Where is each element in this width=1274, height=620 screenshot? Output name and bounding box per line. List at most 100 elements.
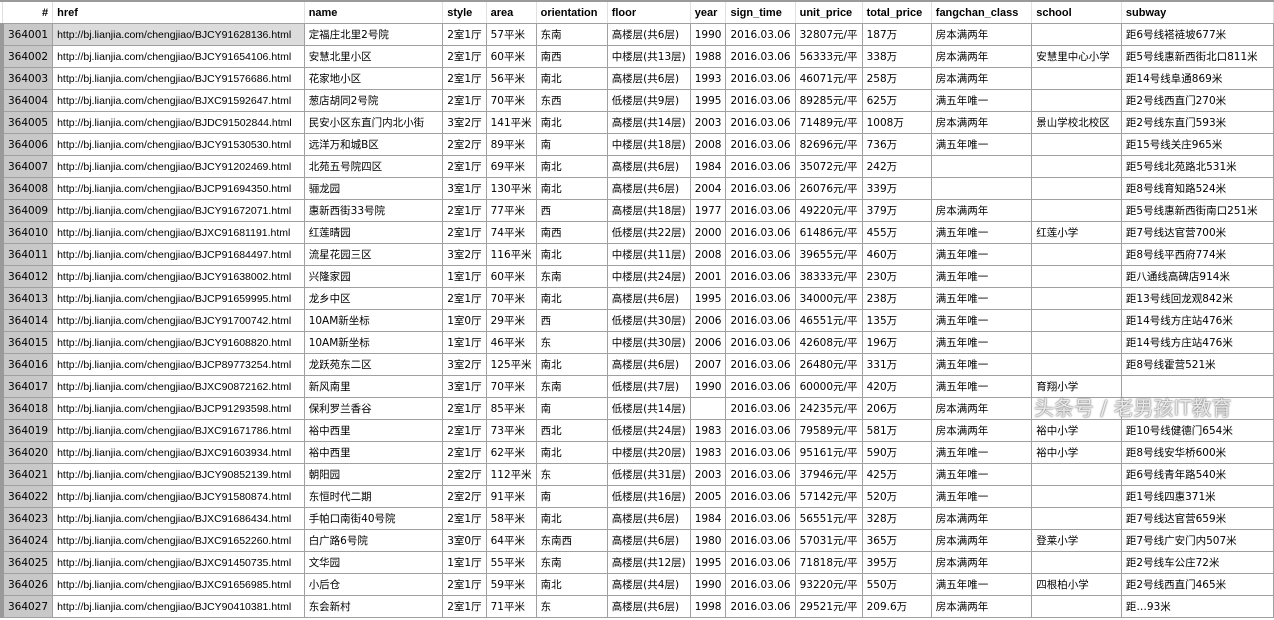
cell-school[interactable]: 红莲小学 bbox=[1031, 221, 1122, 244]
cell-total-price[interactable]: 520万 bbox=[861, 485, 932, 508]
cell-href[interactable]: http://bj.lianjia.com/chengjiao/BJCY9157… bbox=[52, 67, 305, 90]
cell-area[interactable]: 59平米 bbox=[485, 573, 537, 596]
cell-subway[interactable]: 距6号线青年路540米 bbox=[1120, 463, 1274, 486]
cell-name[interactable]: 民安小区东直门内北小街 bbox=[303, 111, 444, 134]
column-header-school[interactable]: school bbox=[1031, 2, 1122, 24]
cell-subway[interactable]: 距7号线达官营659米 bbox=[1120, 507, 1274, 530]
row-number[interactable]: 364024 bbox=[0, 529, 54, 552]
cell-fangchan-class[interactable]: 满五年唯一 bbox=[930, 89, 1033, 112]
cell-subway[interactable]: 距5号线北苑路北531米 bbox=[1120, 155, 1274, 178]
table-row[interactable]: 364024 http://bj.lianjia.com/chengjiao/BJ… bbox=[0, 529, 1274, 552]
cell-total-price[interactable]: 209.6万 bbox=[861, 595, 932, 618]
cell-unit-price[interactable]: 34000元/平 bbox=[794, 287, 863, 310]
cell-name[interactable]: 龙乡中区 bbox=[303, 287, 444, 310]
cell-style[interactable]: 2室1厅 bbox=[442, 397, 487, 420]
cell-school[interactable] bbox=[1031, 309, 1122, 332]
cell-href[interactable]: http://bj.lianjia.com/chengjiao/BJCY9160… bbox=[52, 331, 305, 354]
table-row[interactable]: 364018 http://bj.lianjia.com/chengjiao/BJ… bbox=[0, 397, 1274, 420]
cell-unit-price[interactable]: 89285元/平 bbox=[794, 89, 863, 112]
cell-subway[interactable]: 距14号线方庄站476米 bbox=[1120, 309, 1274, 332]
cell-area[interactable]: 46平米 bbox=[485, 331, 537, 354]
cell-style[interactable]: 3室1厅 bbox=[442, 177, 487, 200]
cell-school[interactable] bbox=[1031, 155, 1122, 178]
cell-fangchan-class[interactable]: 房本满两年 bbox=[930, 67, 1033, 90]
cell-fangchan-class[interactable]: 房本满两年 bbox=[930, 45, 1033, 68]
cell-href[interactable]: http://bj.lianjia.com/chengjiao/BJCY9165… bbox=[52, 45, 305, 68]
cell-year[interactable]: 1993 bbox=[689, 67, 727, 90]
cell-fangchan-class[interactable] bbox=[930, 177, 1033, 200]
cell-name[interactable]: 东会新村 bbox=[303, 595, 444, 618]
cell-total-price[interactable]: 328万 bbox=[861, 507, 932, 530]
cell-floor[interactable]: 高楼层(共6层) bbox=[606, 287, 691, 310]
cell-year[interactable]: 1977 bbox=[689, 199, 727, 222]
table-row[interactable]: 364010 http://bj.lianjia.com/chengjiao/BJ… bbox=[0, 221, 1274, 244]
cell-floor[interactable]: 低楼层(共9层) bbox=[606, 89, 691, 112]
cell-style[interactable]: 2室1厅 bbox=[442, 23, 487, 46]
cell-fangchan-class[interactable] bbox=[930, 155, 1033, 178]
cell-floor[interactable]: 低楼层(共22层) bbox=[606, 221, 691, 244]
cell-name[interactable]: 定福庄北里2号院 bbox=[303, 23, 444, 46]
cell-fangchan-class[interactable]: 满五年唯一 bbox=[930, 353, 1033, 376]
cell-fangchan-class[interactable]: 房本满两年 bbox=[930, 595, 1033, 618]
cell-subway[interactable]: 距15号线关庄965米 bbox=[1120, 133, 1274, 156]
cell-unit-price[interactable]: 46551元/平 bbox=[794, 309, 863, 332]
row-number[interactable]: 364027 bbox=[0, 595, 54, 618]
cell-fangchan-class[interactable]: 满五年唯一 bbox=[930, 133, 1033, 156]
cell-total-price[interactable]: 395万 bbox=[861, 551, 932, 574]
cell-sign-time[interactable]: 2016.03.06 bbox=[725, 507, 796, 530]
table-row[interactable]: 364015 http://bj.lianjia.com/chengjiao/BJ… bbox=[0, 331, 1274, 354]
cell-orientation[interactable]: 南北 bbox=[535, 353, 608, 376]
cell-school[interactable]: 登莱小学 bbox=[1031, 529, 1122, 552]
table-row[interactable]: 364012 http://bj.lianjia.com/chengjiao/BJ… bbox=[0, 265, 1274, 288]
cell-year[interactable]: 2006 bbox=[689, 331, 727, 354]
cell-style[interactable]: 1室1厅 bbox=[442, 265, 487, 288]
cell-floor[interactable]: 高楼层(共6层) bbox=[606, 529, 691, 552]
cell-unit-price[interactable]: 49220元/平 bbox=[794, 199, 863, 222]
cell-unit-price[interactable]: 71818元/平 bbox=[794, 551, 863, 574]
cell-name[interactable]: 文华园 bbox=[303, 551, 444, 574]
cell-year[interactable]: 1984 bbox=[689, 507, 727, 530]
cell-unit-price[interactable]: 26480元/平 bbox=[794, 353, 863, 376]
cell-orientation[interactable]: 东 bbox=[535, 595, 608, 618]
cell-floor[interactable]: 高楼层(共6层) bbox=[606, 155, 691, 178]
cell-fangchan-class[interactable]: 满五年唯一 bbox=[930, 287, 1033, 310]
cell-href[interactable]: http://bj.lianjia.com/chengjiao/BJCY9158… bbox=[52, 485, 305, 508]
cell-name[interactable]: 东恒时代二期 bbox=[303, 485, 444, 508]
cell-school[interactable] bbox=[1031, 595, 1122, 618]
cell-floor[interactable]: 高楼层(共6层) bbox=[606, 507, 691, 530]
cell-style[interactable]: 3室0厅 bbox=[442, 529, 487, 552]
cell-year[interactable]: 2003 bbox=[689, 111, 727, 134]
cell-style[interactable]: 2室1厅 bbox=[442, 507, 487, 530]
cell-unit-price[interactable]: 46071元/平 bbox=[794, 67, 863, 90]
cell-style[interactable]: 2室2厅 bbox=[442, 485, 487, 508]
cell-sign-time[interactable]: 2016.03.06 bbox=[725, 331, 796, 354]
cell-unit-price[interactable]: 37946元/平 bbox=[794, 463, 863, 486]
row-number[interactable]: 364015 bbox=[0, 331, 54, 354]
cell-orientation[interactable]: 东 bbox=[535, 463, 608, 486]
cell-sign-time[interactable]: 2016.03.06 bbox=[725, 595, 796, 618]
cell-style[interactable]: 3室2厅 bbox=[442, 111, 487, 134]
cell-sign-time[interactable]: 2016.03.06 bbox=[725, 155, 796, 178]
cell-subway[interactable]: 距5号线惠新西街南口251米 bbox=[1120, 199, 1274, 222]
cell-area[interactable]: 69平米 bbox=[485, 155, 537, 178]
cell-name[interactable]: 小后仓 bbox=[303, 573, 444, 596]
cell-floor[interactable]: 中楼层(共20层) bbox=[606, 441, 691, 464]
cell-unit-price[interactable]: 56333元/平 bbox=[794, 45, 863, 68]
cell-unit-price[interactable]: 26076元/平 bbox=[794, 177, 863, 200]
row-number[interactable]: 364026 bbox=[0, 573, 54, 596]
cell-name[interactable]: 葱店胡同2号院 bbox=[303, 89, 444, 112]
cell-style[interactable]: 2室1厅 bbox=[442, 221, 487, 244]
cell-unit-price[interactable]: 29521元/平 bbox=[794, 595, 863, 618]
table-row[interactable]: 364016 http://bj.lianjia.com/chengjiao/BJ… bbox=[0, 353, 1274, 376]
cell-year[interactable]: 1990 bbox=[689, 573, 727, 596]
cell-name[interactable]: 保利罗兰香谷 bbox=[303, 397, 444, 420]
cell-year[interactable]: 1990 bbox=[689, 23, 727, 46]
table-row[interactable]: 364014 http://bj.lianjia.com/chengjiao/BJ… bbox=[0, 309, 1274, 332]
row-number[interactable]: 364020 bbox=[0, 441, 54, 464]
cell-year[interactable]: 1995 bbox=[689, 551, 727, 574]
cell-sign-time[interactable]: 2016.03.06 bbox=[725, 309, 796, 332]
cell-area[interactable]: 70平米 bbox=[485, 375, 537, 398]
cell-subway[interactable]: 距八通线高碑店914米 bbox=[1120, 265, 1274, 288]
column-header-fangchan-class[interactable]: fangchan_class bbox=[930, 2, 1033, 24]
row-number[interactable]: 364011 bbox=[0, 243, 54, 266]
